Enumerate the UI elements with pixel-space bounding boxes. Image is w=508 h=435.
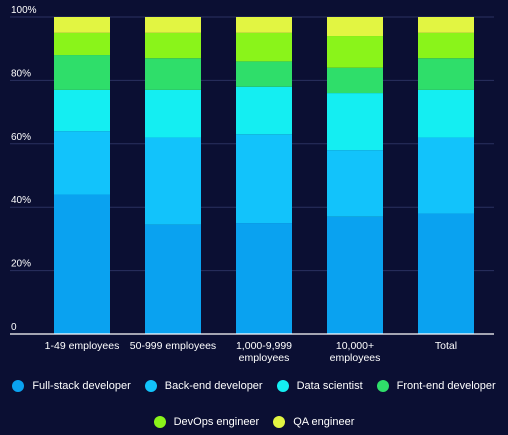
bar-segment bbox=[327, 93, 383, 151]
bar-segment bbox=[236, 223, 292, 334]
bar-segment bbox=[145, 17, 201, 33]
legend-label: Back-end developer bbox=[164, 380, 263, 392]
legend-swatch bbox=[273, 416, 286, 428]
legend-label: DevOps engineer bbox=[173, 416, 260, 428]
bar-segment bbox=[236, 17, 292, 33]
x-tick-label: 50-999 employees bbox=[130, 340, 216, 352]
legend-item: QA engineer bbox=[273, 416, 354, 428]
bar-segment bbox=[418, 89, 474, 138]
bar-segment bbox=[418, 137, 474, 214]
x-axis-tick-labels: 1-49 employees 50-999 employees 1,000-9,99… bbox=[45, 340, 457, 364]
legend-label: Data scientist bbox=[296, 380, 363, 392]
legend-label: Full-stack developer bbox=[32, 380, 131, 392]
legend-item: Front-end developer bbox=[376, 380, 496, 392]
stacked-bar-chart: 0 20% 40% 60% 80% 100% 1-49 employees 50-999 e… bbox=[10, 5, 494, 364]
bar-segment bbox=[236, 61, 292, 87]
bar-segment bbox=[145, 58, 201, 90]
y-tick-label: 60% bbox=[11, 132, 31, 143]
bar-segment bbox=[418, 213, 474, 334]
bar-segment bbox=[145, 32, 201, 59]
bar-segment bbox=[145, 89, 201, 138]
legend-item: Full-stack developer bbox=[12, 380, 131, 392]
bar-segment bbox=[418, 58, 474, 90]
legend-swatch bbox=[153, 416, 166, 428]
bar-segment bbox=[54, 55, 110, 90]
y-tick-label: 0 bbox=[11, 322, 17, 333]
bar-segment bbox=[327, 216, 383, 334]
x-tick-label: Total bbox=[435, 340, 457, 352]
y-axis-tick-labels: 0 20% 40% 60% 80% 100% bbox=[11, 5, 37, 333]
bars bbox=[54, 17, 474, 334]
bar-segment bbox=[145, 224, 201, 334]
bar-segment bbox=[327, 36, 383, 68]
bar-segment bbox=[327, 17, 383, 37]
legend-item: Back-end developer bbox=[144, 380, 263, 392]
bar-segment bbox=[418, 32, 474, 59]
bar-segment bbox=[54, 32, 110, 56]
bar-segment bbox=[54, 194, 110, 334]
y-tick-label: 80% bbox=[11, 68, 31, 79]
bar-segment bbox=[236, 32, 292, 62]
bar-segment bbox=[145, 137, 201, 225]
y-tick-label: 20% bbox=[11, 259, 31, 270]
x-tick-label: 1,000-9,999 employees bbox=[236, 340, 292, 364]
bar-segment bbox=[54, 17, 110, 33]
bar-segment bbox=[236, 134, 292, 224]
chart-legend: Full-stack developer Back-end developer Da… bbox=[0, 380, 508, 428]
bar-segment bbox=[54, 131, 110, 195]
x-tick-label: 10,000+ employees bbox=[330, 340, 381, 364]
legend-item: DevOps engineer bbox=[153, 416, 260, 428]
legend-swatch bbox=[12, 380, 25, 392]
y-tick-label: 40% bbox=[11, 195, 31, 206]
bar-segment bbox=[327, 150, 383, 217]
legend-label: QA engineer bbox=[293, 416, 355, 428]
legend-item: Data scientist bbox=[276, 380, 363, 392]
legend-label: Front-end developer bbox=[396, 380, 496, 392]
bar-segment bbox=[236, 86, 292, 135]
bar-segment bbox=[54, 89, 110, 132]
legend-swatch bbox=[276, 380, 289, 392]
legend-swatch bbox=[144, 380, 157, 392]
legend-swatch bbox=[376, 380, 389, 392]
bar-segment bbox=[418, 17, 474, 33]
y-tick-label: 100% bbox=[11, 5, 37, 16]
x-tick-label: 1-49 employees bbox=[45, 340, 120, 352]
bar-segment bbox=[327, 67, 383, 94]
